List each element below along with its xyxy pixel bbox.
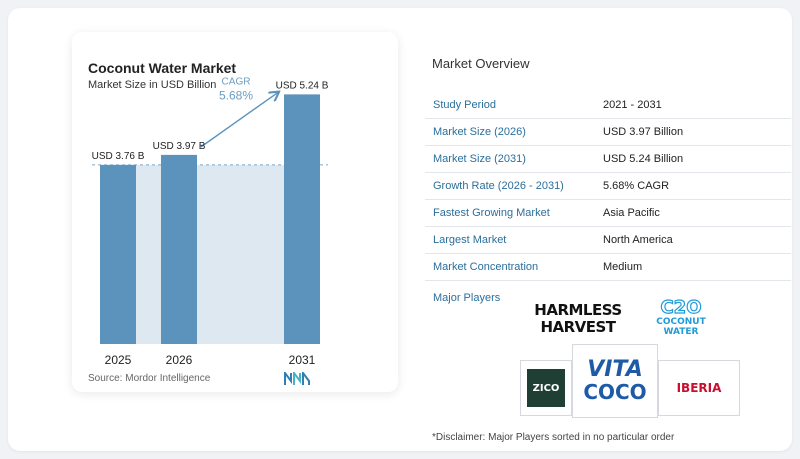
overview-row: Fastest Growing Market Asia Pacific (425, 200, 791, 227)
zico-logo-box: ZICO (520, 360, 572, 416)
cagr-value: 5.68% (219, 88, 253, 102)
mordor-intelligence-logo-icon (284, 372, 310, 385)
overview-row-value: 2021 - 2031 (603, 99, 662, 111)
overview-row-value: USD 3.97 Billion (603, 126, 684, 138)
iberia-logo: IBERIA (676, 381, 722, 395)
overview-row-label: Largest Market (433, 234, 507, 246)
cagr-arrow (200, 92, 278, 148)
chart-subtitle: Market Size in USD Billion (88, 79, 217, 91)
c2o-logo: C2O COCONUT WATER (656, 297, 706, 337)
overview-row-value: Asia Pacific (603, 207, 660, 219)
report-card: Coconut Water Market Market Size in USD … (8, 8, 792, 451)
zico-logo: ZICO (527, 369, 565, 407)
source-text: Source: Mordor Intelligence (88, 373, 211, 384)
overview-row: Study Period 2021 - 2031 (425, 92, 791, 119)
overview-row-value: 5.68% CAGR (603, 180, 670, 192)
bar-2025 (100, 164, 136, 344)
major-players-logos: HARMLESS HARVEST C2O COCONUT WATER ZICO … (520, 292, 740, 418)
x-tick-label-2025: 2025 (105, 353, 132, 367)
x-tick-label-2031: 2031 (289, 353, 316, 367)
overview-row: Market Size (2031) USD 5.24 Billion (425, 146, 791, 173)
chart-panel: Coconut Water Market Market Size in USD … (72, 32, 398, 392)
overview-title: Market Overview (432, 56, 530, 71)
overview-row: Market Size (2026) USD 3.97 Billion (425, 119, 791, 146)
overview-row-value: USD 5.24 Billion (603, 153, 684, 165)
major-players-label: Major Players (433, 292, 501, 304)
bar-2031 (284, 94, 320, 344)
overview-row: Market Concentration Medium (425, 254, 791, 281)
overview-row-label: Study Period (433, 99, 496, 111)
cagr-label: CAGR (222, 76, 251, 87)
bar-2026 (161, 154, 197, 344)
iberia-logo-box: IBERIA (658, 360, 740, 416)
overview-row-label: Fastest Growing Market (433, 207, 550, 219)
overview-row: Growth Rate (2026 - 2031) 5.68% CAGR (425, 173, 791, 200)
data-label-2025: USD 3.76 B (92, 151, 145, 162)
overview-row-label: Market Size (2026) (433, 126, 526, 138)
data-label-2026: USD 3.97 B (153, 141, 206, 152)
overview-row-label: Growth Rate (2026 - 2031) (433, 180, 564, 192)
overview-row-label: Market Concentration (433, 261, 539, 273)
vita-coco-logo-box: VITA COCO (572, 344, 658, 418)
data-label-2031: USD 5.24 B (276, 80, 329, 91)
overview-row-label: Market Size (2031) (433, 153, 526, 165)
overview-row-value: Medium (603, 261, 643, 273)
disclaimer-text: *Disclaimer: Major Players sorted in no … (432, 432, 675, 443)
x-tick-label-2026: 2026 (166, 353, 193, 367)
harmless-harvest-logo: HARMLESS HARVEST (534, 301, 622, 336)
overview-table: Study Period 2021 - 2031 Market Size (2026… (425, 92, 791, 281)
overview-row: Largest Market North America (425, 227, 791, 254)
bar-chart: CAGR 5.68% USD 3.76 B 2025 USD 3.97 B 2026 U… (92, 76, 329, 367)
chart-title: Coconut Water Market (88, 60, 237, 76)
overview-row-value: North America (603, 234, 673, 246)
